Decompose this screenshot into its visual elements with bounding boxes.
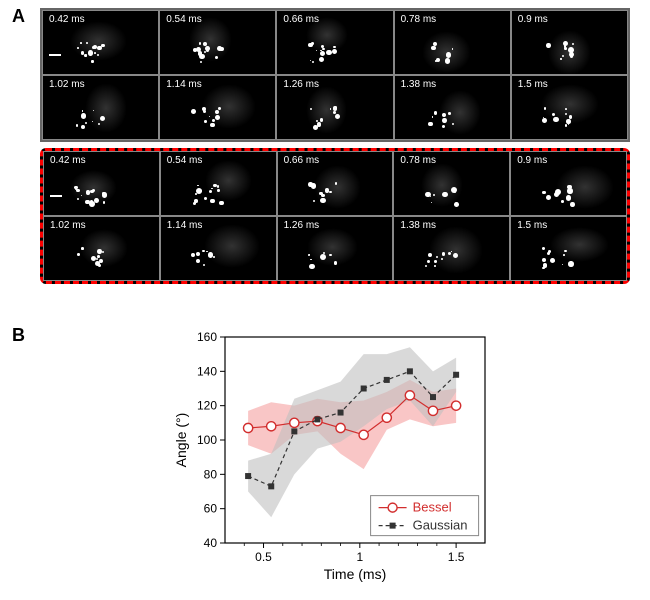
y-tick-label: 40 <box>204 536 218 550</box>
data-marker <box>384 377 390 383</box>
frame-cell: 0.78 ms <box>394 10 511 75</box>
data-marker <box>267 422 276 431</box>
y-tick-label: 140 <box>197 364 217 378</box>
frame-cell: 0.9 ms <box>510 151 627 216</box>
scale-bar <box>50 195 62 197</box>
frame-cell: 1.5 ms <box>510 216 627 281</box>
scale-bar <box>49 54 61 56</box>
data-marker <box>338 410 344 416</box>
frame-cell: 1.5 ms <box>511 75 628 140</box>
frame-cell: 1.26 ms <box>277 216 394 281</box>
data-marker <box>314 416 320 422</box>
data-marker <box>245 473 251 479</box>
timestamp-label: 0.9 ms <box>517 155 547 166</box>
timestamp-label: 0.78 ms <box>400 155 436 166</box>
panel-a: 0.42 ms0.54 ms0.66 ms0.78 ms0.9 ms1.02 m… <box>40 8 630 284</box>
grid-dashed: 0.42 ms 0.54 ms 0.66 ms 0.78 ms 0.9 ms 1.02 m… <box>40 148 630 284</box>
timestamp-label: 0.78 ms <box>401 14 437 25</box>
y-tick-label: 120 <box>197 399 217 413</box>
panel-a-label: A <box>12 6 25 27</box>
frame-cell: 0.42 ms <box>43 151 160 216</box>
frame-cell: 1.26 ms <box>276 75 393 140</box>
frame-cell: 0.54 ms <box>160 151 277 216</box>
data-marker <box>405 391 414 400</box>
frame-cell: 0.54 ms <box>159 10 276 75</box>
frame-cell: 0.9 ms <box>511 10 628 75</box>
data-marker <box>361 386 367 392</box>
grid-solid: 0.42 ms 0.54 ms0.66 ms 0.78 ms 0.9 ms 1.02 m… <box>40 8 630 142</box>
frame-cell: 0.66 ms <box>276 10 393 75</box>
timestamp-label: 1.38 ms <box>400 220 436 231</box>
timestamp-label: 1.5 ms <box>518 79 548 90</box>
timestamp-label: 1.38 ms <box>401 79 437 90</box>
data-marker <box>359 430 368 439</box>
timestamp-label: 0.66 ms <box>284 155 320 166</box>
timestamp-label: 1.26 ms <box>284 220 320 231</box>
x-axis-label: Time (ms) <box>324 566 386 582</box>
data-marker <box>453 372 459 378</box>
timestamp-label: 0.54 ms <box>167 155 203 166</box>
timestamp-label: 0.9 ms <box>518 14 548 25</box>
data-marker <box>290 418 299 427</box>
y-tick-label: 160 <box>197 330 217 344</box>
timestamp-label: 1.02 ms <box>49 79 85 90</box>
legend-item: Gaussian <box>413 518 468 533</box>
panel-b-label: B <box>12 325 25 346</box>
timestamp-label: 0.42 ms <box>50 155 86 166</box>
panel-b-chart: 0.5 1 1.5 40 60 80 100 120 140 160 Time (ms) Angle … <box>170 327 500 585</box>
data-marker <box>451 401 460 410</box>
data-marker <box>407 368 413 374</box>
data-marker <box>430 394 436 400</box>
y-axis-label: Angle (°) <box>173 413 189 468</box>
data-marker <box>243 423 252 432</box>
frame-cell: 1.14 ms <box>159 75 276 140</box>
frame-cell: 1.02 ms <box>42 75 159 140</box>
data-marker <box>428 406 437 415</box>
data-marker <box>268 483 274 489</box>
timestamp-label: 1.26 ms <box>283 79 319 90</box>
y-tick-label: 80 <box>204 467 218 481</box>
timestamp-label: 1.02 ms <box>50 220 86 231</box>
data-marker <box>382 413 391 422</box>
timestamp-label: 1.14 ms <box>167 220 203 231</box>
y-tick-label: 100 <box>197 433 217 447</box>
x-tick-label: 1 <box>356 550 363 564</box>
timestamp-label: 1.14 ms <box>166 79 202 90</box>
frame-cell: 0.78 ms <box>393 151 510 216</box>
frame-cell: 1.14 ms <box>160 216 277 281</box>
data-marker <box>291 428 297 434</box>
data-marker <box>336 423 345 432</box>
frame-cell: 0.42 ms <box>42 10 159 75</box>
x-tick-label: 0.5 <box>255 550 272 564</box>
frame-cell: 0.66 ms <box>277 151 394 216</box>
timestamp-label: 1.5 ms <box>517 220 547 231</box>
frame-cell: 1.38 ms <box>393 216 510 281</box>
frame-cell: 1.02 ms <box>43 216 160 281</box>
x-tick-label: 1.5 <box>448 550 465 564</box>
frame-cell: 1.38 ms <box>394 75 511 140</box>
timestamp-label: 0.42 ms <box>49 14 85 25</box>
y-tick-label: 60 <box>204 502 218 516</box>
legend-item: Bessel <box>413 500 452 515</box>
